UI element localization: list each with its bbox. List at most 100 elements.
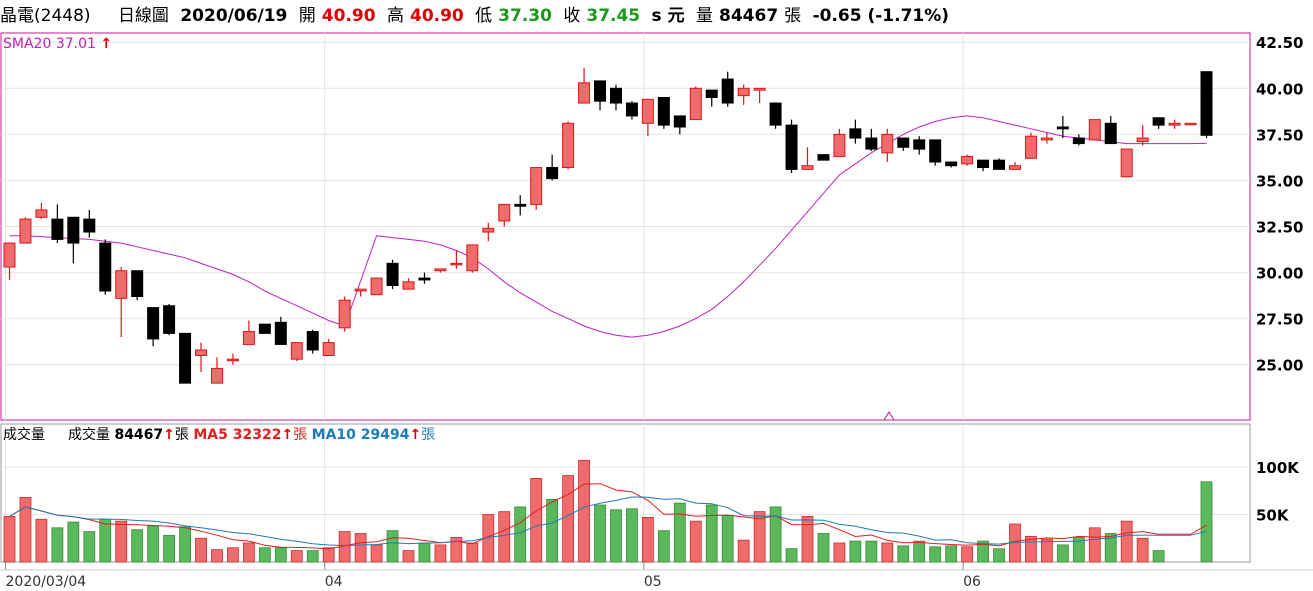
volume-bar	[67, 521, 80, 563]
sma20-legend-label: SMA20	[3, 36, 56, 52]
candle-body	[83, 218, 96, 233]
volume-bar	[849, 540, 862, 563]
volume-bar	[737, 539, 750, 563]
candle-body	[562, 122, 575, 169]
volume-bar	[1200, 481, 1213, 563]
volume-bar	[195, 537, 207, 563]
volume-bar	[705, 504, 718, 563]
volume-bar	[961, 546, 973, 563]
volume-bar	[354, 533, 367, 563]
volume-bar	[833, 542, 846, 563]
candle-body	[322, 342, 335, 357]
candle-body	[338, 299, 351, 329]
ma10-legend-label: MA10	[312, 427, 361, 443]
volume-bar	[673, 502, 686, 563]
candle-body	[833, 133, 846, 157]
volume-bar	[769, 506, 782, 563]
volume-bar	[386, 530, 399, 563]
volume-bar	[51, 527, 64, 563]
volume-bar	[466, 542, 479, 563]
candle-body	[1200, 71, 1213, 136]
volume-bar	[498, 511, 511, 563]
candle-body	[609, 87, 622, 104]
open-value: 40.90	[321, 6, 376, 26]
volume-bar	[801, 516, 814, 563]
candle-body	[242, 331, 255, 345]
volume-bar	[163, 535, 176, 563]
candle-body	[594, 80, 607, 102]
volume-bar	[35, 518, 48, 563]
candle-body	[785, 124, 798, 170]
volume-tick-label: 100K	[1256, 459, 1300, 477]
volume-bar	[147, 525, 160, 563]
up-arrow-icon: ↑	[410, 427, 422, 443]
candle-body	[801, 165, 814, 170]
candle-body	[466, 244, 479, 272]
volume-bar	[1120, 520, 1133, 563]
candle-body	[961, 155, 974, 165]
volume-bar	[562, 475, 574, 563]
candle-body	[625, 102, 638, 117]
candle-body	[881, 133, 894, 154]
volume-unit: 張	[784, 6, 802, 26]
candle-body	[210, 367, 223, 384]
volume-bar	[785, 548, 798, 563]
candle-body	[370, 277, 383, 296]
date-label: 2020/03/04	[6, 574, 87, 590]
candle-body	[737, 87, 750, 97]
volume-legend-unit: 張	[175, 427, 193, 443]
candle-body	[3, 242, 16, 268]
volume-bar	[3, 516, 16, 563]
quote-date: 2020/06/19	[180, 6, 288, 26]
volume-panel-title: 成交量	[3, 426, 45, 443]
volume-bar	[322, 547, 335, 563]
candle-body	[1056, 126, 1069, 130]
volume-bar	[211, 549, 223, 563]
volume-bar	[179, 526, 191, 563]
price-tick-label: 32.50	[1256, 219, 1303, 237]
ma5-legend-unit: 張	[293, 427, 311, 443]
volume-bar	[242, 542, 255, 563]
low-value: 37.30	[498, 6, 552, 26]
period-label: 日線圖	[117, 6, 169, 26]
candle-body	[179, 332, 192, 384]
high-label: 高	[386, 6, 404, 26]
candle-body	[99, 242, 112, 292]
low-label: 低	[475, 6, 493, 26]
sma20-legend-value: 37.01	[56, 36, 101, 52]
volume-bar	[514, 506, 527, 563]
candle-body	[450, 262, 463, 266]
ma5-legend-label: MA5	[193, 427, 232, 443]
price-tick-label: 27.50	[1256, 311, 1303, 329]
volume-bar	[977, 540, 989, 563]
volume-bar	[258, 547, 271, 563]
candle-body	[1120, 148, 1133, 178]
volume-value: 84467	[719, 6, 779, 26]
candle-body	[641, 98, 654, 124]
candle-body	[354, 288, 367, 292]
candle-body	[945, 161, 958, 167]
candle-body	[67, 216, 80, 244]
candle-body	[226, 358, 239, 362]
volume-bar	[227, 547, 239, 563]
volume-bar	[881, 542, 894, 563]
date-label: 05	[644, 574, 662, 590]
volume-bar	[402, 550, 415, 563]
candle-body	[1104, 122, 1117, 145]
candle-body	[1088, 119, 1101, 141]
stock-name: 晶電(2448)	[0, 6, 91, 26]
candle-body	[657, 97, 670, 126]
volume-legend-label: 成交量	[68, 426, 114, 443]
volume-bar	[418, 542, 431, 563]
ma5-legend-value: 32322	[233, 427, 282, 443]
candle-body	[306, 331, 319, 351]
candle-body	[290, 342, 303, 360]
volume-bar	[434, 544, 447, 563]
candle-body	[498, 203, 511, 222]
volume-bar	[897, 545, 910, 563]
volume-bar	[530, 477, 543, 563]
volume-bar	[626, 508, 638, 563]
volume-bar	[306, 550, 319, 563]
